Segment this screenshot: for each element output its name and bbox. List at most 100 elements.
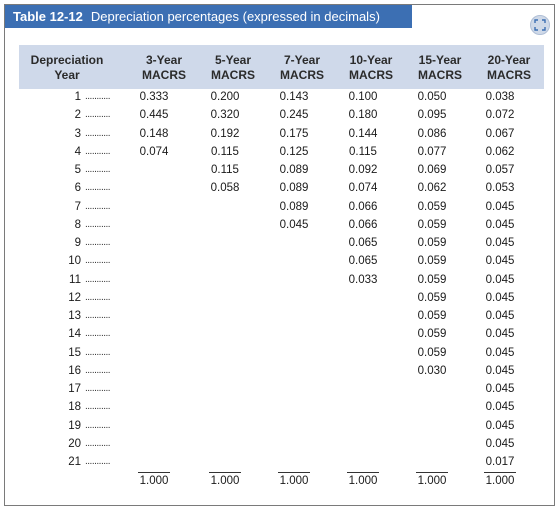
table-row: 14........... 0.059 0.045: [5, 325, 556, 343]
table-row: 7........... 0.089 0.066 0.059 0.045: [5, 198, 556, 216]
table-cell: 0.053: [485, 182, 515, 195]
table-row: 2........... 0.445 0.320 0.245 0.180 0.095 0.0…: [5, 106, 556, 124]
table-cell: 0.065: [348, 237, 378, 249]
table-cell: 0.115: [349, 145, 377, 158]
row-year: 4: [74, 145, 81, 158]
total-rule: [416, 472, 448, 474]
table-row: 12........... 0.059 0.045: [5, 289, 556, 307]
table-cell: 0.245: [279, 109, 309, 122]
column-total: 1.000: [210, 475, 240, 488]
table-cell: 0.077: [417, 145, 447, 158]
table-cell: 0.175: [279, 127, 309, 140]
table-row: 10........... 0.065 0.059 0.045: [5, 252, 556, 270]
table-cell: 0.115: [211, 164, 239, 176]
row-leader-dots: ...........: [85, 346, 111, 358]
total-rule: [138, 472, 170, 474]
table-cell: 0.045: [485, 218, 515, 231]
total-rule: [209, 472, 241, 474]
row-leader-dots: ...........: [85, 255, 111, 267]
table-title-bar: Table 12-12 Depreciation percentages (exp…: [5, 5, 412, 28]
table-cell: 0.057: [485, 164, 515, 176]
table-cell: 0.092: [348, 164, 378, 176]
row-year: 6: [74, 182, 81, 195]
table-number: Table 12-12: [13, 9, 83, 24]
row-leader-dots: ...........: [85, 401, 111, 413]
table-cell: 0.050: [417, 91, 447, 103]
row-leader-dots: ...........: [85, 437, 111, 449]
row-year: 21: [68, 456, 81, 468]
table-cell: 0.038: [485, 91, 515, 103]
table-row: 5........... 0.115 0.089 0.092 0.069 0.057: [5, 161, 556, 179]
row-year: 1: [74, 91, 81, 103]
header-5-year: 5-Year MACRS: [211, 53, 255, 82]
row-year: 19: [68, 419, 81, 432]
table-cell: 0.089: [279, 164, 309, 176]
header-7-year: 7-Year MACRS: [280, 53, 324, 82]
row-year: 12: [68, 291, 81, 304]
table-row: 9........... 0.065 0.059 0.045: [5, 234, 556, 252]
table-cell: 0.045: [485, 291, 515, 304]
table-cell: 0.059: [417, 291, 447, 304]
table-cell: 0.125: [279, 145, 309, 158]
row-year: 5: [74, 164, 81, 176]
table-cell: 0.192: [210, 127, 240, 140]
table-cell: 0.045: [485, 310, 515, 322]
row-leader-dots: ...........: [85, 164, 111, 175]
row-year: 18: [68, 401, 81, 414]
table-cell: 0.045: [485, 419, 515, 432]
row-leader-dots: ...........: [85, 383, 111, 394]
table-header: Depreciation Year 3-Year MACRS 5-Year MACR…: [19, 45, 544, 89]
table-cell: 0.074: [348, 182, 378, 195]
table-row: 17........... 0.045: [5, 380, 556, 398]
table-cell: 0.200: [210, 91, 240, 103]
row-year: 17: [68, 383, 81, 395]
header-20-year: 20-Year MACRS: [487, 53, 531, 82]
table-row: 1........... 0.333 0.200 0.143 0.100 0.050 0.0…: [5, 88, 556, 106]
header-10-year: 10-Year MACRS: [349, 53, 393, 82]
table-cell: 0.059: [417, 328, 447, 341]
table-cell: 0.045: [485, 328, 515, 341]
row-year: 14: [68, 328, 81, 341]
row-year: 2: [74, 109, 81, 122]
table-frame: Table 12-12 Depreciation percentages (exp…: [4, 4, 555, 506]
row-leader-dots: ...........: [85, 456, 111, 467]
table-row: 19........... 0.045: [5, 417, 556, 435]
table-cell: 0.095: [417, 109, 447, 122]
table-cell: 0.059: [417, 310, 447, 322]
table-row: 21........... 0.017: [5, 453, 556, 471]
table-cell: 0.059: [417, 346, 447, 359]
table-cell: 0.072: [485, 109, 515, 122]
table-cell: 0.030: [417, 364, 447, 377]
row-leader-dots: ...........: [85, 127, 111, 139]
table-cell: 0.059: [417, 273, 447, 286]
row-year: 13: [68, 310, 81, 322]
row-leader-dots: ...........: [85, 310, 111, 321]
table-row: 11........... 0.033 0.059 0.045: [5, 271, 556, 289]
table-row: 20........... 0.045: [5, 435, 556, 453]
table-cell: 0.062: [417, 182, 447, 195]
row-leader-dots: ...........: [85, 182, 111, 194]
table-cell: 0.059: [417, 237, 447, 249]
zoom-expand-icon[interactable]: [530, 15, 550, 35]
column-total: 1.000: [485, 475, 515, 488]
table-row: 13........... 0.059 0.045: [5, 307, 556, 325]
row-year: 10: [68, 255, 81, 268]
table-row: 4........... 0.074 0.115 0.125 0.115 0.077 0.0…: [5, 143, 556, 161]
table-row: 15........... 0.059 0.045: [5, 344, 556, 362]
column-total: 1.000: [139, 475, 169, 488]
table-title: Depreciation percentages (expressed in d…: [90, 9, 380, 24]
table-cell: 0.067: [485, 127, 515, 140]
table-cell: 0.045: [485, 401, 515, 414]
table-cell: 0.058: [210, 182, 240, 195]
row-leader-dots: ...........: [85, 218, 111, 230]
table-cell: 0.045: [485, 346, 515, 359]
table-cell: 0.062: [485, 145, 515, 158]
table-cell: 0.045: [485, 437, 515, 450]
table-row: 18........... 0.045: [5, 398, 556, 416]
table-cell: 0.045: [279, 218, 309, 231]
row-year: 8: [74, 218, 81, 231]
table-cell: 0.045: [485, 255, 515, 268]
table-cell: 0.065: [348, 255, 378, 268]
table-cell: 0.066: [348, 218, 378, 231]
total-rule: [347, 472, 379, 474]
